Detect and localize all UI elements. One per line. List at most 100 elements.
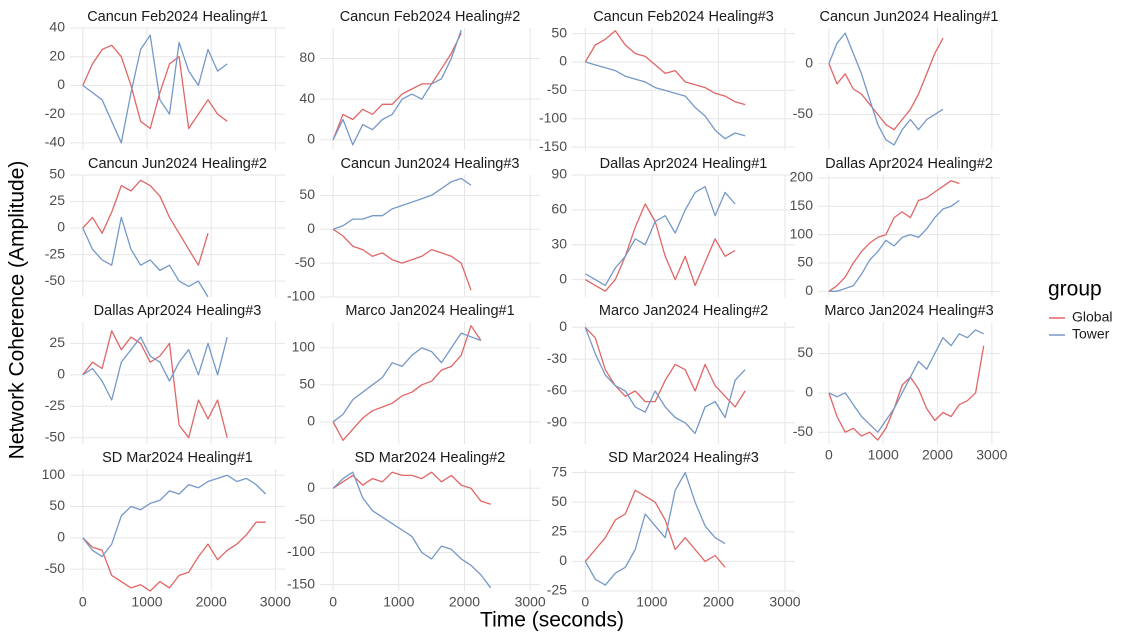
line-series: [584, 327, 746, 435]
line-series: [82, 330, 228, 439]
line-series: [828, 329, 984, 433]
line-series: [82, 521, 266, 592]
x-tick-label: 0: [825, 447, 833, 463]
y-tick-label: -100: [287, 288, 315, 304]
line-series: [82, 336, 228, 401]
y-tick-label: -30: [547, 350, 567, 366]
y-tick-label: -150: [539, 138, 567, 154]
y-tick-label: 50: [797, 254, 813, 270]
y-tick-label: 25: [551, 522, 567, 538]
y-tick-label: 60: [551, 201, 567, 217]
line-series: [584, 203, 736, 292]
y-tick-label: -50: [295, 511, 315, 527]
x-tick-label: 1000: [131, 594, 162, 610]
panel-title: SD Mar2024 Healing#3: [608, 450, 759, 466]
y-tick-label: 20: [49, 47, 65, 63]
line-series: [828, 199, 960, 292]
line-series: [584, 30, 746, 106]
line-series: [332, 325, 482, 441]
y-tick-label: -100: [287, 543, 315, 559]
y-tick-label: -50: [45, 560, 65, 576]
y-tick-label: 0: [805, 282, 813, 298]
x-axis-label: Time (seconds): [480, 609, 624, 632]
x-tick-label: 2000: [449, 594, 480, 610]
line-series: [332, 332, 482, 423]
y-tick-label: 50: [551, 24, 567, 40]
line-series: [332, 471, 491, 505]
y-tick-label: 0: [805, 384, 813, 400]
line-series: [332, 29, 462, 146]
x-tick-label: 2000: [922, 447, 953, 463]
y-axis-label: Network Coherence (Amplitude): [6, 161, 29, 460]
panel-title: Cancun Jun2024 Healing#3: [341, 156, 520, 172]
line-series: [584, 326, 746, 408]
y-tick-label: 50: [299, 186, 315, 202]
y-tick-label: 0: [57, 76, 65, 92]
legend-title: group: [1048, 278, 1102, 301]
y-tick-label: 150: [790, 197, 814, 213]
line-series: [332, 177, 472, 230]
panel-title: SD Mar2024 Healing#1: [102, 450, 253, 466]
panel-title: Marco Jan2024 Healing#3: [824, 303, 993, 319]
x-tick-label: 2000: [703, 594, 734, 610]
legend-label: Global: [1072, 309, 1112, 325]
panel-title: Cancun Jun2024 Healing#1: [820, 9, 999, 25]
y-tick-label: -50: [547, 81, 567, 97]
line-series: [828, 345, 985, 441]
y-tick-label: 200: [790, 169, 814, 185]
line-series: [82, 44, 228, 130]
x-tick-label: 2000: [196, 594, 227, 610]
line-series: [332, 32, 462, 141]
x-tick-label: 3000: [769, 594, 800, 610]
y-tick-label: 0: [559, 270, 567, 286]
y-tick-label: 50: [797, 344, 813, 360]
y-tick-label: 0: [57, 219, 65, 235]
panel-title: Dallas Apr2024 Healing#2: [825, 156, 993, 172]
y-tick-label: 40: [49, 19, 65, 35]
y-tick-label: 75: [551, 463, 567, 479]
line-series: [82, 216, 209, 298]
panel-title: Cancun Feb2024 Healing#1: [87, 9, 268, 25]
y-tick-label: 30: [551, 235, 567, 251]
x-tick-label: 0: [581, 594, 589, 610]
y-tick-label: 0: [307, 220, 315, 236]
y-tick-label: -50: [45, 272, 65, 288]
panel-title: Cancun Feb2024 Healing#3: [593, 9, 774, 25]
y-tick-label: -100: [539, 109, 567, 125]
line-series: [828, 180, 960, 292]
line-series: [584, 489, 726, 568]
y-tick-label: 100: [42, 466, 66, 482]
y-tick-label: -25: [45, 397, 65, 413]
line-series: [585, 61, 746, 140]
y-tick-label: 90: [551, 166, 567, 182]
panel-title: SD Mar2024 Healing#2: [355, 450, 506, 466]
line-series: [332, 228, 472, 291]
y-tick-label: -50: [793, 423, 813, 439]
y-tick-label: 25: [49, 334, 65, 350]
y-tick-label: 0: [559, 53, 567, 69]
panel-title: Dallas Apr2024 Healing#1: [600, 156, 768, 172]
panel-title: Cancun Jun2024 Healing#2: [88, 156, 267, 172]
y-tick-label: 0: [805, 54, 813, 70]
x-tick-label: 3000: [260, 594, 291, 610]
panel-title: Cancun Feb2024 Healing#2: [340, 9, 521, 25]
x-tick-label: 1000: [868, 447, 899, 463]
x-tick-label: 0: [79, 594, 87, 610]
y-tick-label: -25: [547, 582, 567, 598]
y-tick-label: 80: [299, 49, 315, 65]
panel-title: Marco Jan2024 Healing#2: [599, 303, 768, 319]
line-series: [828, 32, 944, 146]
line-series: [82, 179, 209, 266]
line-series: [332, 471, 492, 589]
y-tick-label: 50: [49, 497, 65, 513]
panel-title: Dallas Apr2024 Healing#3: [94, 303, 262, 319]
y-tick-label: -150: [287, 575, 315, 591]
panel-title: Marco Jan2024 Healing#1: [345, 303, 514, 319]
y-tick-label: -25: [45, 245, 65, 261]
y-tick-label: 100: [292, 339, 316, 355]
y-tick-label: 40: [299, 90, 315, 106]
line-series: [82, 474, 267, 558]
y-tick-label: 0: [307, 131, 315, 147]
y-tick-label: 0: [57, 366, 65, 382]
y-tick-label: 0: [307, 479, 315, 495]
